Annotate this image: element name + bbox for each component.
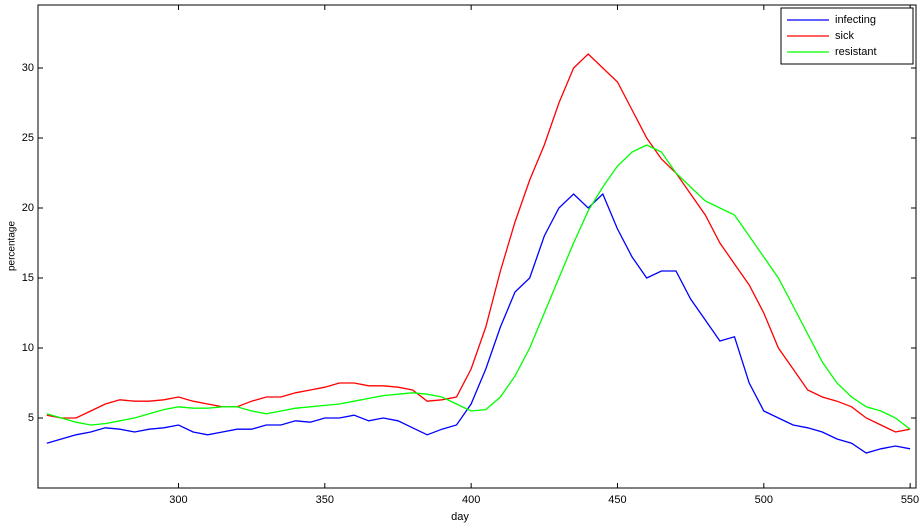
y-tick-label: 10 [22,342,34,354]
x-tick-label: 450 [608,494,626,506]
x-tick-label: 350 [316,494,334,506]
plot-area [37,4,917,489]
x-tick-label: 300 [169,494,187,506]
legend-label: infecting [835,14,876,26]
series-line [46,53,911,433]
y-tick-label: 5 [28,412,34,424]
legend-label: resistant [835,46,877,58]
y-tick-label: 15 [22,272,34,284]
x-axis-label: day [451,511,469,523]
x-tick-label: 550 [901,494,919,506]
series-line [46,144,911,430]
y-tick-label: 20 [22,202,34,214]
x-tick-label: 400 [462,494,480,506]
x-tick-label: 500 [755,494,773,506]
y-tick-label: 25 [22,132,34,144]
series-line [46,192,911,454]
y-axis-label: percentage [7,221,18,271]
legend-label: sick [835,30,854,42]
y-tick-label: 30 [22,62,34,74]
